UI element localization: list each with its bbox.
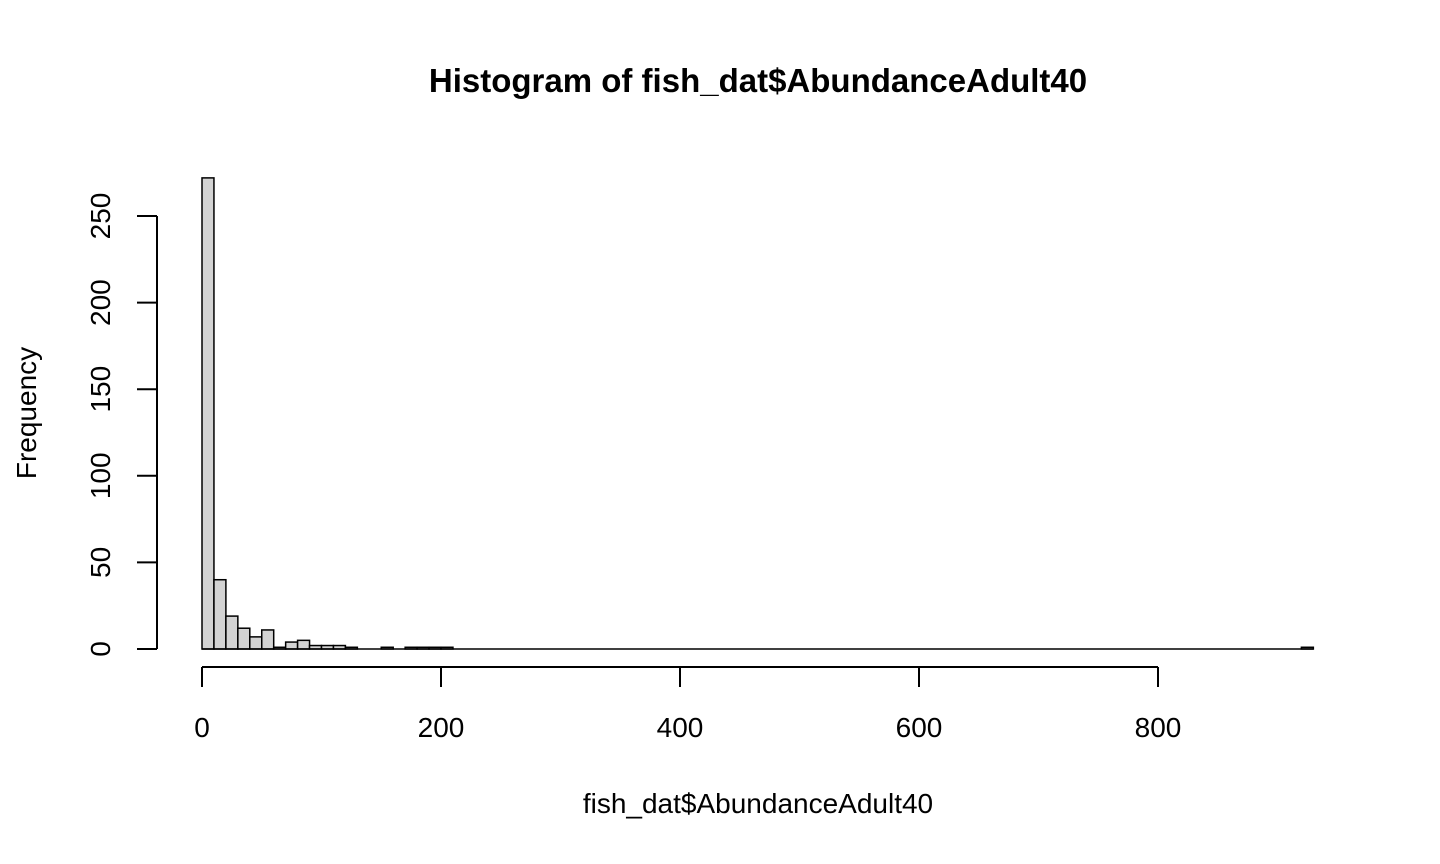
histogram-bar bbox=[225, 615, 239, 650]
bars-group bbox=[201, 177, 1315, 650]
histogram-bar bbox=[296, 639, 311, 650]
y-tick-label: 250 bbox=[85, 193, 116, 240]
histogram-bar bbox=[284, 641, 299, 650]
y-tick-label: 200 bbox=[85, 279, 116, 326]
x-tick-label: 400 bbox=[657, 712, 704, 743]
histogram-bar bbox=[213, 578, 227, 650]
y-tick-label: 100 bbox=[85, 452, 116, 499]
x-axis: 0 200 400 600 800 bbox=[194, 666, 1182, 743]
histogram-bar bbox=[261, 629, 275, 650]
histogram-bar bbox=[201, 177, 215, 650]
x-axis-label: fish_dat$AbundanceAdult40 bbox=[583, 788, 933, 819]
y-tick-label: 50 bbox=[85, 547, 116, 578]
histogram-bar bbox=[237, 627, 251, 650]
y-axis-label: Frequency bbox=[11, 347, 42, 479]
chart-title: Histogram of fish_dat$AbundanceAdult40 bbox=[429, 62, 1087, 99]
x-tick-label: 0 bbox=[194, 712, 210, 743]
histogram-bar bbox=[249, 636, 263, 650]
y-tick-label: 0 bbox=[85, 641, 116, 657]
y-tick-label: 150 bbox=[85, 366, 116, 413]
x-tick-label: 800 bbox=[1135, 712, 1182, 743]
x-tick-label: 600 bbox=[896, 712, 943, 743]
y-axis: 0 50 100 150 200 250 bbox=[85, 193, 158, 657]
x-tick-label: 200 bbox=[418, 712, 465, 743]
